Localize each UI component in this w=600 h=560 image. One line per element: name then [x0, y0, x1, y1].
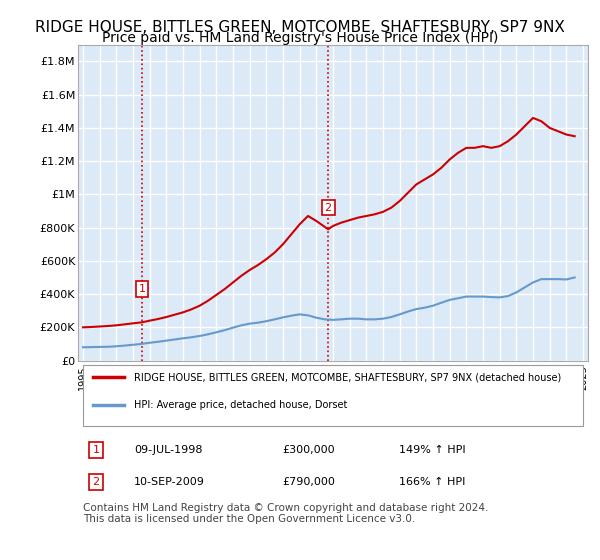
- Text: RIDGE HOUSE, BITTLES GREEN, MOTCOMBE, SHAFTESBURY, SP7 9NX (detached house): RIDGE HOUSE, BITTLES GREEN, MOTCOMBE, SH…: [134, 372, 562, 382]
- Text: 1: 1: [92, 445, 100, 455]
- Text: 09-JUL-1998: 09-JUL-1998: [134, 445, 203, 455]
- Text: £300,000: £300,000: [282, 445, 335, 455]
- Text: 149% ↑ HPI: 149% ↑ HPI: [400, 445, 466, 455]
- Text: £790,000: £790,000: [282, 477, 335, 487]
- FancyBboxPatch shape: [83, 365, 583, 426]
- Text: RIDGE HOUSE, BITTLES GREEN, MOTCOMBE, SHAFTESBURY, SP7 9NX: RIDGE HOUSE, BITTLES GREEN, MOTCOMBE, SH…: [35, 20, 565, 35]
- Text: 2: 2: [325, 203, 332, 213]
- Text: Contains HM Land Registry data © Crown copyright and database right 2024.
This d: Contains HM Land Registry data © Crown c…: [83, 503, 488, 524]
- Text: 166% ↑ HPI: 166% ↑ HPI: [400, 477, 466, 487]
- Text: 2: 2: [92, 477, 100, 487]
- Text: HPI: Average price, detached house, Dorset: HPI: Average price, detached house, Dors…: [134, 400, 347, 410]
- Text: 1: 1: [139, 284, 145, 294]
- Text: 10-SEP-2009: 10-SEP-2009: [134, 477, 205, 487]
- Text: Price paid vs. HM Land Registry's House Price Index (HPI): Price paid vs. HM Land Registry's House …: [102, 31, 498, 45]
